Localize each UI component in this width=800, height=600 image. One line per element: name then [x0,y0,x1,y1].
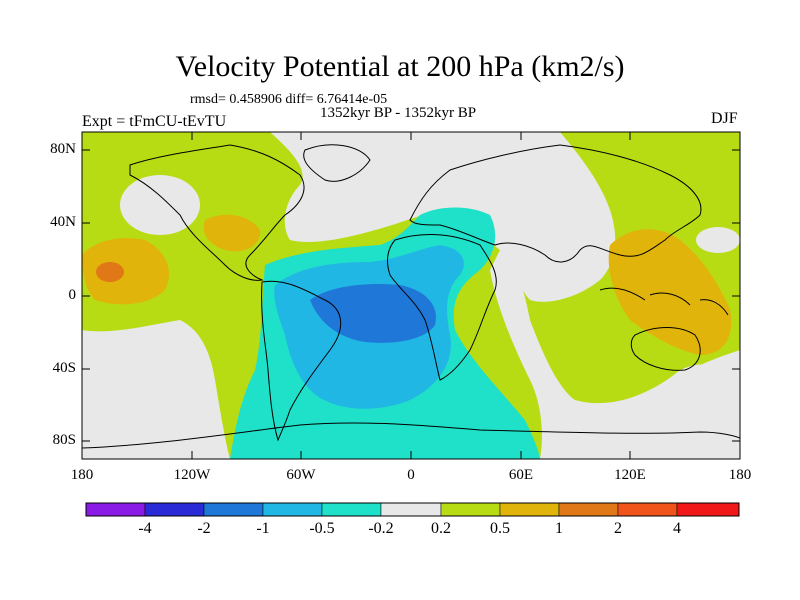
y-label-40s: 40S [52,360,76,376]
field-neutral-west-pacific-blob [696,227,740,253]
coast-eurasia [409,144,702,263]
colorbar-bin-3 [203,502,264,517]
rmsd-diff-stats: rmsd= 0.458906 diff= 6.76414e-05 [190,92,388,107]
y-label-0: 0 [68,287,77,303]
field-neutral-east [490,250,740,459]
coast-south-america [261,280,342,442]
y-ticks [82,149,740,442]
coastlines [82,144,740,449]
coast-australia [630,327,701,371]
colorbar-label: -0.2 [368,520,394,537]
colorbar-bin-6 [380,502,442,517]
colorbar-bin-9 [558,502,619,517]
x-label-60e: 60E [508,467,534,483]
field-moderate-positive-mexico [203,214,261,252]
coast-maritime-continent [599,287,729,316]
coast-north-america [129,144,305,281]
x-label-120w: 120W [173,467,211,483]
field-moderate-positive-east-pacific [82,238,169,305]
x-label-60w: 60W [286,467,316,483]
colorbar-bin-7 [440,502,501,517]
colorbar-label: -0.5 [309,520,335,537]
colorbar [85,502,740,517]
colorbar-bin-10 [617,502,678,517]
colorbar-border [85,502,740,517]
x-label-0: 0 [407,467,415,483]
colorbar-label: -4 [138,520,152,537]
field-moderate-positive-maritime [608,229,732,355]
colorbar-label: -2 [197,520,211,537]
colorbar-bin-11 [676,502,740,517]
colorbar-label: 2 [614,520,622,537]
colorbar-bin-1 [85,502,146,517]
colorbar-bin-5 [321,502,382,517]
y-label-40n: 40N [50,214,76,230]
season-label: DJF [711,110,738,127]
colorbar-label: 4 [673,520,681,537]
x-label-120e: 120E [614,467,646,483]
coast-africa [387,234,497,381]
colorbar-label: 1 [555,520,563,537]
colorbar-bin-8 [499,502,560,517]
field-strong-negative-atlantic [310,283,436,343]
x-label-180e: 180 [728,467,752,483]
field-neutral-pacific-blob [120,175,200,235]
colorbar-label: 0.2 [431,520,451,537]
colorbar-bin-4 [262,502,323,517]
field-neutral-west [82,320,230,459]
coast-greenland [303,144,371,182]
field-strong-positive-pacific [96,262,124,282]
x-ticks [81,132,741,459]
colorbar-bin-2 [144,502,205,517]
colorbar-label: -1 [256,520,270,537]
plot-frame [81,131,741,460]
experiment-label: Expt = tFmCU-tEvTU [82,113,227,130]
colorbar-label: 0.5 [490,520,510,537]
x-label-180w: 180 [70,467,94,483]
y-label-80s: 80S [52,432,76,448]
coast-antarctica [82,422,740,449]
map-title: Velocity Potential at 200 hPa (km2/s) [175,50,625,83]
contour-field [82,132,740,459]
field-neutral-north-central [270,132,616,302]
time-period: 1352kyr BP - 1352kyr BP [320,105,477,121]
y-label-80n: 80N [50,141,76,157]
